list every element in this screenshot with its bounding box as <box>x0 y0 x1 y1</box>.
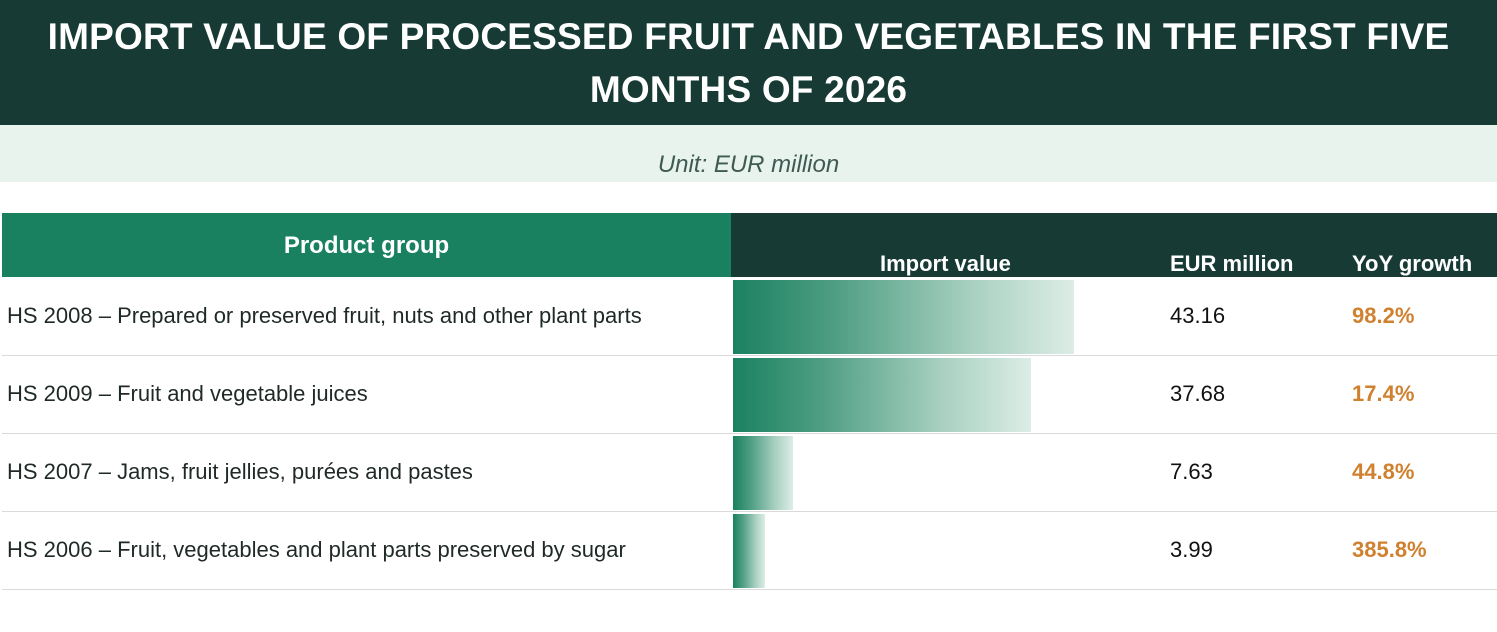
product-group-label: HS 2008 – Prepared or preserved fruit, n… <box>7 303 642 328</box>
product-group-label: HS 2009 – Fruit and vegetable juices <box>7 381 368 406</box>
column-header-yoy-growth: YoY growth <box>1352 251 1473 276</box>
yoy-growth-value: 17.4% <box>1352 381 1415 406</box>
column-header-eur-million: EUR million <box>1170 251 1294 276</box>
yoy-growth-value: 385.8% <box>1352 537 1427 562</box>
import-value-bar <box>733 280 1074 354</box>
product-group-label: HS 2007 – Jams, fruit jellies, purées an… <box>7 459 473 484</box>
unit-band: Unit: EUR million <box>0 125 1497 182</box>
row-separator <box>2 355 1497 356</box>
chart-title: IMPORT VALUE OF PROCESSED FRUIT AND VEGE… <box>47 15 1450 110</box>
import-value-bar <box>733 514 765 588</box>
title-banner: IMPORT VALUE OF PROCESSED FRUIT AND VEGE… <box>0 0 1497 125</box>
product-group-label: HS 2006 – Fruit, vegetables and plant pa… <box>7 537 626 562</box>
import-value-bar <box>733 358 1031 432</box>
import-value-bar <box>733 436 793 510</box>
column-header-product: Product group <box>2 213 731 277</box>
row-separator <box>2 433 1497 434</box>
row-separator <box>2 589 1497 590</box>
eur-million-value: 37.68 <box>1170 381 1226 406</box>
eur-million-value: 7.63 <box>1170 459 1213 484</box>
row-separator <box>2 511 1497 512</box>
unit-label: Unit: EUR million <box>657 150 840 178</box>
column-header-import-value: Import value <box>880 251 1011 276</box>
yoy-growth-value: 98.2% <box>1352 303 1415 328</box>
eur-million-value: 3.99 <box>1170 537 1213 562</box>
column-header-product-label: Product group <box>283 232 450 259</box>
eur-million-value: 43.16 <box>1170 303 1226 328</box>
yoy-growth-value: 44.8% <box>1352 459 1415 484</box>
column-header-dark-band <box>731 213 1497 277</box>
